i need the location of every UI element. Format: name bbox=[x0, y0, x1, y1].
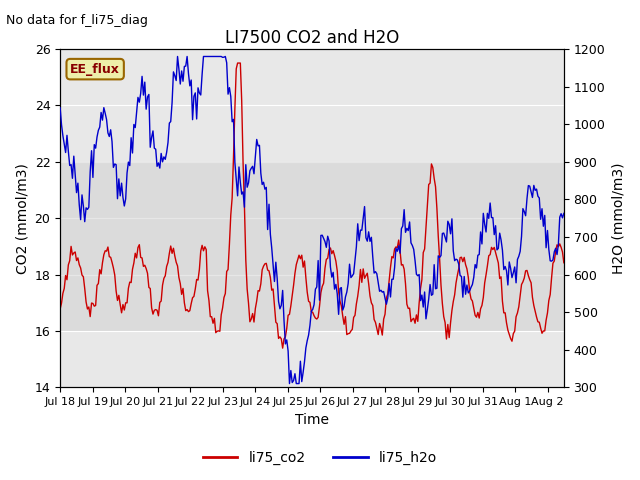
Title: LI7500 CO2 and H2O: LI7500 CO2 and H2O bbox=[225, 29, 399, 48]
Text: No data for f_li75_diag: No data for f_li75_diag bbox=[6, 14, 148, 27]
Legend: li75_co2, li75_h2o: li75_co2, li75_h2o bbox=[197, 445, 443, 471]
Bar bbox=[60, 162, 564, 331]
X-axis label: Time: Time bbox=[295, 413, 329, 427]
Y-axis label: H2O (mmol/m3): H2O (mmol/m3) bbox=[611, 162, 625, 274]
Text: EE_flux: EE_flux bbox=[70, 63, 120, 76]
Y-axis label: CO2 (mmol/m3): CO2 (mmol/m3) bbox=[15, 163, 29, 274]
